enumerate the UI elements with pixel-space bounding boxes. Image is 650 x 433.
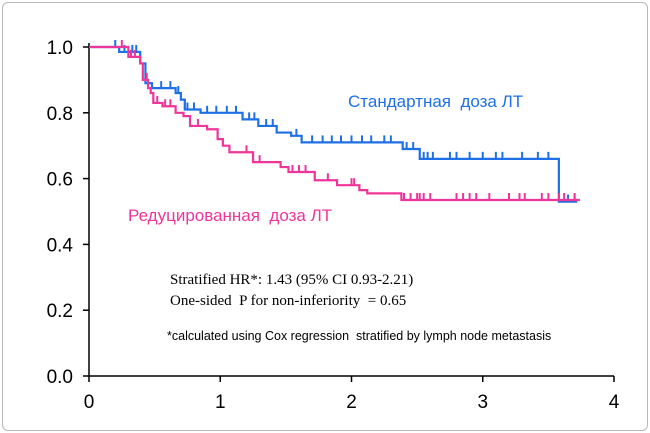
x-tick-label: 2 (346, 392, 357, 413)
survival-curve-reduced (89, 45, 580, 202)
y-tick-label: 0.6 (47, 170, 73, 191)
hr-annotation: Stratified HR*: 1.43 (95% CI 0.93-2.21) (170, 272, 413, 288)
y-tick-label: 0.2 (47, 301, 73, 322)
legend-reduced-dose: Редуцированная доза ЛТ (128, 206, 332, 225)
y-tick-label: 0.0 (47, 367, 73, 388)
p-value-annotation: One-sided P for non-inferiority = 0.65 (170, 293, 406, 309)
x-tick-label: 4 (609, 392, 620, 413)
footnote: *calculated using Cox regression stratif… (167, 329, 551, 343)
y-tick-label: 0.8 (47, 104, 73, 125)
x-tick-label: 1 (215, 392, 226, 413)
y-tick-label: 1.0 (47, 38, 73, 59)
x-tick-label: 0 (84, 392, 95, 413)
x-tick-label: 3 (477, 392, 488, 413)
survival-curve-standard (89, 45, 578, 203)
y-tick-label: 0.4 (47, 235, 74, 256)
legend-standard-dose: Стандартная доза ЛТ (348, 92, 523, 111)
